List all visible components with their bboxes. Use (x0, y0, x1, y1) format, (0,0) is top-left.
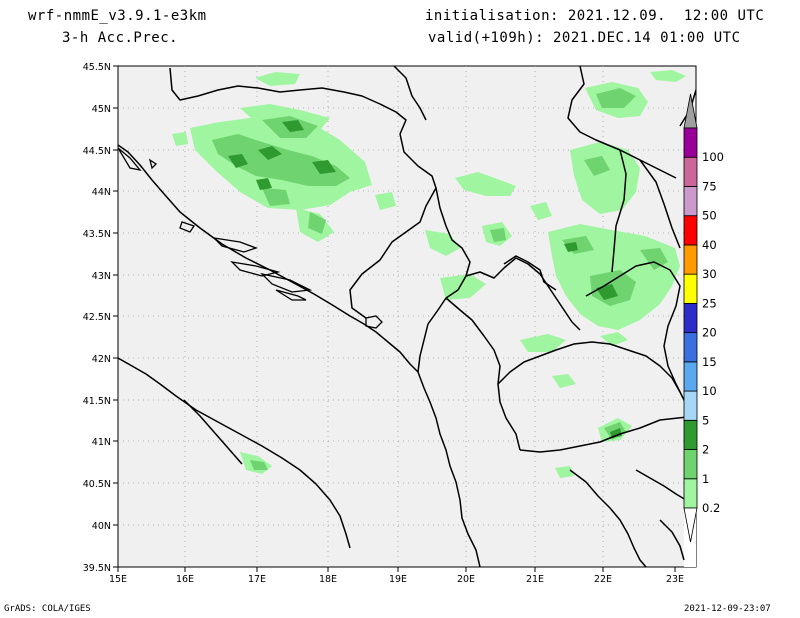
footer-credit: GrADS: COLA/IGES (4, 604, 91, 614)
field-name: 3-h Acc.Prec. (62, 30, 179, 46)
lat-label: 41N (92, 437, 111, 448)
colorbar-label: 20 (702, 326, 717, 340)
lon-label: 20E (457, 574, 475, 585)
colorbar-label: 100 (702, 150, 724, 164)
lon-label: 18E (319, 574, 337, 585)
lat-label: 41.5N (83, 396, 111, 407)
colorbar-bin (683, 215, 698, 246)
colorbar-bin (683, 244, 698, 275)
colorbar-label: 50 (702, 209, 717, 223)
colorbar-bin (683, 302, 698, 334)
colorbar-label: 40 (702, 238, 717, 252)
colorbar-label: 5 (702, 413, 709, 427)
colorbar-label: 25 (702, 296, 717, 310)
colorbar-bin (683, 332, 698, 363)
lat-label: 44.5N (83, 146, 111, 157)
colorbar-label: 1 (702, 472, 709, 486)
colorbar-bin (683, 449, 698, 480)
init-time: initialisation: 2021.12.09. 12:00 UTC (425, 8, 765, 24)
lon-label: 21E (526, 574, 544, 585)
lat-label: 43.5N (83, 229, 111, 240)
colorbar-label: 10 (702, 384, 717, 398)
lat-label: 40.5N (83, 479, 111, 490)
latitude-labels: 45.5N 45N 44.5N 44N 43.5N 43N 42.5N 42N … (83, 62, 111, 574)
lat-label: 39.5N (83, 563, 111, 574)
lon-label: 19E (389, 574, 407, 585)
lat-label: 45N (92, 104, 111, 115)
colorbar-bin (683, 478, 698, 509)
coastlines-borders (118, 66, 696, 567)
valid-time: valid(+109h): 2021.DEC.14 01:00 UTC (428, 30, 741, 46)
lon-label: 23E (666, 574, 684, 585)
colorbar-bin (683, 361, 698, 392)
colorbar-bin (683, 127, 698, 158)
longitude-labels: 15E 16E 17E 18E 19E 20E 21E 22E 23E (109, 574, 684, 585)
lon-label: 22E (594, 574, 612, 585)
colorbar-bin (683, 186, 698, 217)
lon-label: 16E (176, 574, 194, 585)
colorbar (683, 93, 698, 543)
colorbar-bin (683, 390, 698, 421)
lon-label: 17E (248, 574, 266, 585)
lat-label: 45.5N (83, 62, 111, 73)
colorbar-bin (683, 419, 698, 450)
colorbar-label: 30 (702, 267, 717, 281)
lon-label: 15E (109, 574, 127, 585)
lat-label: 42.5N (83, 312, 111, 323)
footer-timestamp: 2021-12-09-23:07 (684, 604, 771, 614)
colorbar-bin (683, 273, 698, 304)
lat-label: 44N (92, 187, 111, 198)
lat-label: 42N (92, 354, 111, 365)
axis-ticks (113, 65, 676, 572)
islands (118, 147, 383, 329)
colorbar-label: 15 (702, 355, 717, 369)
colorbar-bottom-triangle (683, 507, 698, 543)
lat-label: 43N (92, 271, 111, 282)
colorbar-label: 2 (702, 443, 709, 457)
colorbar-label: 0.2 (702, 501, 720, 515)
colorbar-bin (683, 156, 698, 187)
lat-label: 40N (92, 521, 111, 532)
colorbar-label: 75 (702, 179, 717, 193)
model-name: wrf-nmmE_v3.9.1-e3km (28, 8, 207, 24)
